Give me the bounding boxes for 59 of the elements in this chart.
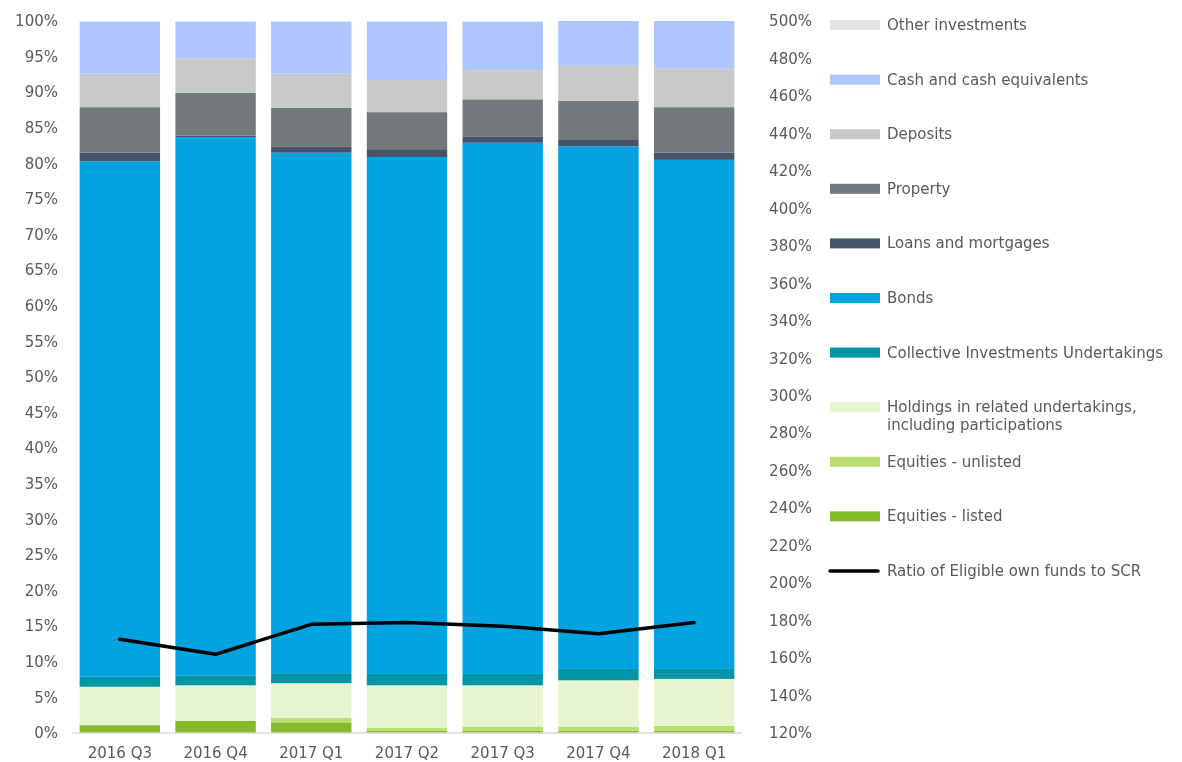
y2-tick-label: 180%	[769, 611, 812, 630]
legend-label: Bonds	[887, 289, 934, 307]
y-tick-label: 60%	[24, 297, 58, 316]
y2-tick-label: 380%	[769, 237, 812, 256]
y-tick-label: 55%	[24, 332, 58, 351]
y2-tick-label: 260%	[769, 461, 812, 480]
y2-tick-label: 340%	[769, 312, 812, 331]
legend-label: Ratio of Eligible own funds to SCR	[887, 562, 1142, 580]
y-tick-label: 40%	[24, 439, 58, 458]
y-tick-label: 15%	[24, 617, 58, 636]
y-tick-label: 25%	[24, 546, 58, 565]
y2-tick-label: 120%	[769, 724, 812, 743]
y2-tick-label: 280%	[769, 424, 812, 443]
y-tick-label: 35%	[24, 475, 58, 494]
x-tick-label: 2017 Q1	[279, 744, 344, 762]
y-tick-label: 75%	[24, 190, 58, 209]
y2-tick-label: 200%	[769, 574, 812, 593]
y-tick-label: 45%	[24, 403, 58, 422]
x-tick-label: 2017 Q2	[374, 744, 440, 762]
legend-label: Collective Investments Undertakings	[887, 343, 1164, 362]
x-tick-label: 2016 Q3	[87, 744, 153, 762]
y2-tick-label: 500%	[769, 12, 812, 31]
legend-label: Loans and mortgages	[887, 234, 1050, 253]
y2-tick-label: 140%	[769, 686, 812, 705]
x-tick-label: 2016 Q4	[183, 744, 248, 762]
y-tick-label: 80%	[24, 154, 58, 173]
y2-tick-label: 360%	[769, 274, 812, 293]
y2-tick-label: 400%	[769, 199, 812, 218]
x-tick-label: 2017 Q3	[470, 744, 535, 762]
y-tick-label: 0%	[34, 724, 58, 743]
y2-tick-label: 220%	[769, 536, 812, 555]
x-tick-label: 2018 Q1	[661, 744, 727, 762]
x-tick-label: 2017 Q4	[566, 744, 631, 762]
y2-tick-label: 240%	[769, 499, 812, 518]
legend-label: Holdings in related undertakings, including participations	[887, 398, 1137, 435]
legend-label: Other investments	[887, 16, 1028, 34]
legend-label: Deposits	[887, 125, 953, 144]
y2-tick-label: 300%	[769, 386, 812, 405]
y-tick-label: 70%	[24, 225, 58, 244]
y2-tick-label: 440%	[769, 124, 812, 143]
y2-tick-label: 460%	[769, 87, 812, 106]
y-tick-label: 95%	[24, 47, 58, 66]
y-tick-label: 85%	[24, 119, 58, 138]
y2-tick-label: 480%	[769, 49, 812, 68]
y2-tick-label: 420%	[769, 162, 812, 181]
y-tick-label: 50%	[24, 368, 58, 387]
y-tick-label: 10%	[24, 653, 58, 672]
y-tick-label: 65%	[24, 261, 58, 280]
legend-label: Equities - listed	[887, 507, 1003, 526]
y-tick-label: 5%	[34, 688, 58, 707]
y-tick-label: 30%	[24, 510, 58, 529]
y2-tick-label: 160%	[769, 649, 812, 668]
y-tick-label: 100%	[15, 12, 58, 31]
legend-label: Equities - unlisted	[887, 452, 1022, 471]
y2-tick-label: 320%	[769, 349, 812, 368]
legend-label: Cash and cash equivalents	[887, 70, 1089, 89]
y-tick-label: 90%	[24, 83, 58, 102]
legend-label: Property	[887, 179, 951, 198]
y-tick-label: 20%	[24, 581, 58, 600]
